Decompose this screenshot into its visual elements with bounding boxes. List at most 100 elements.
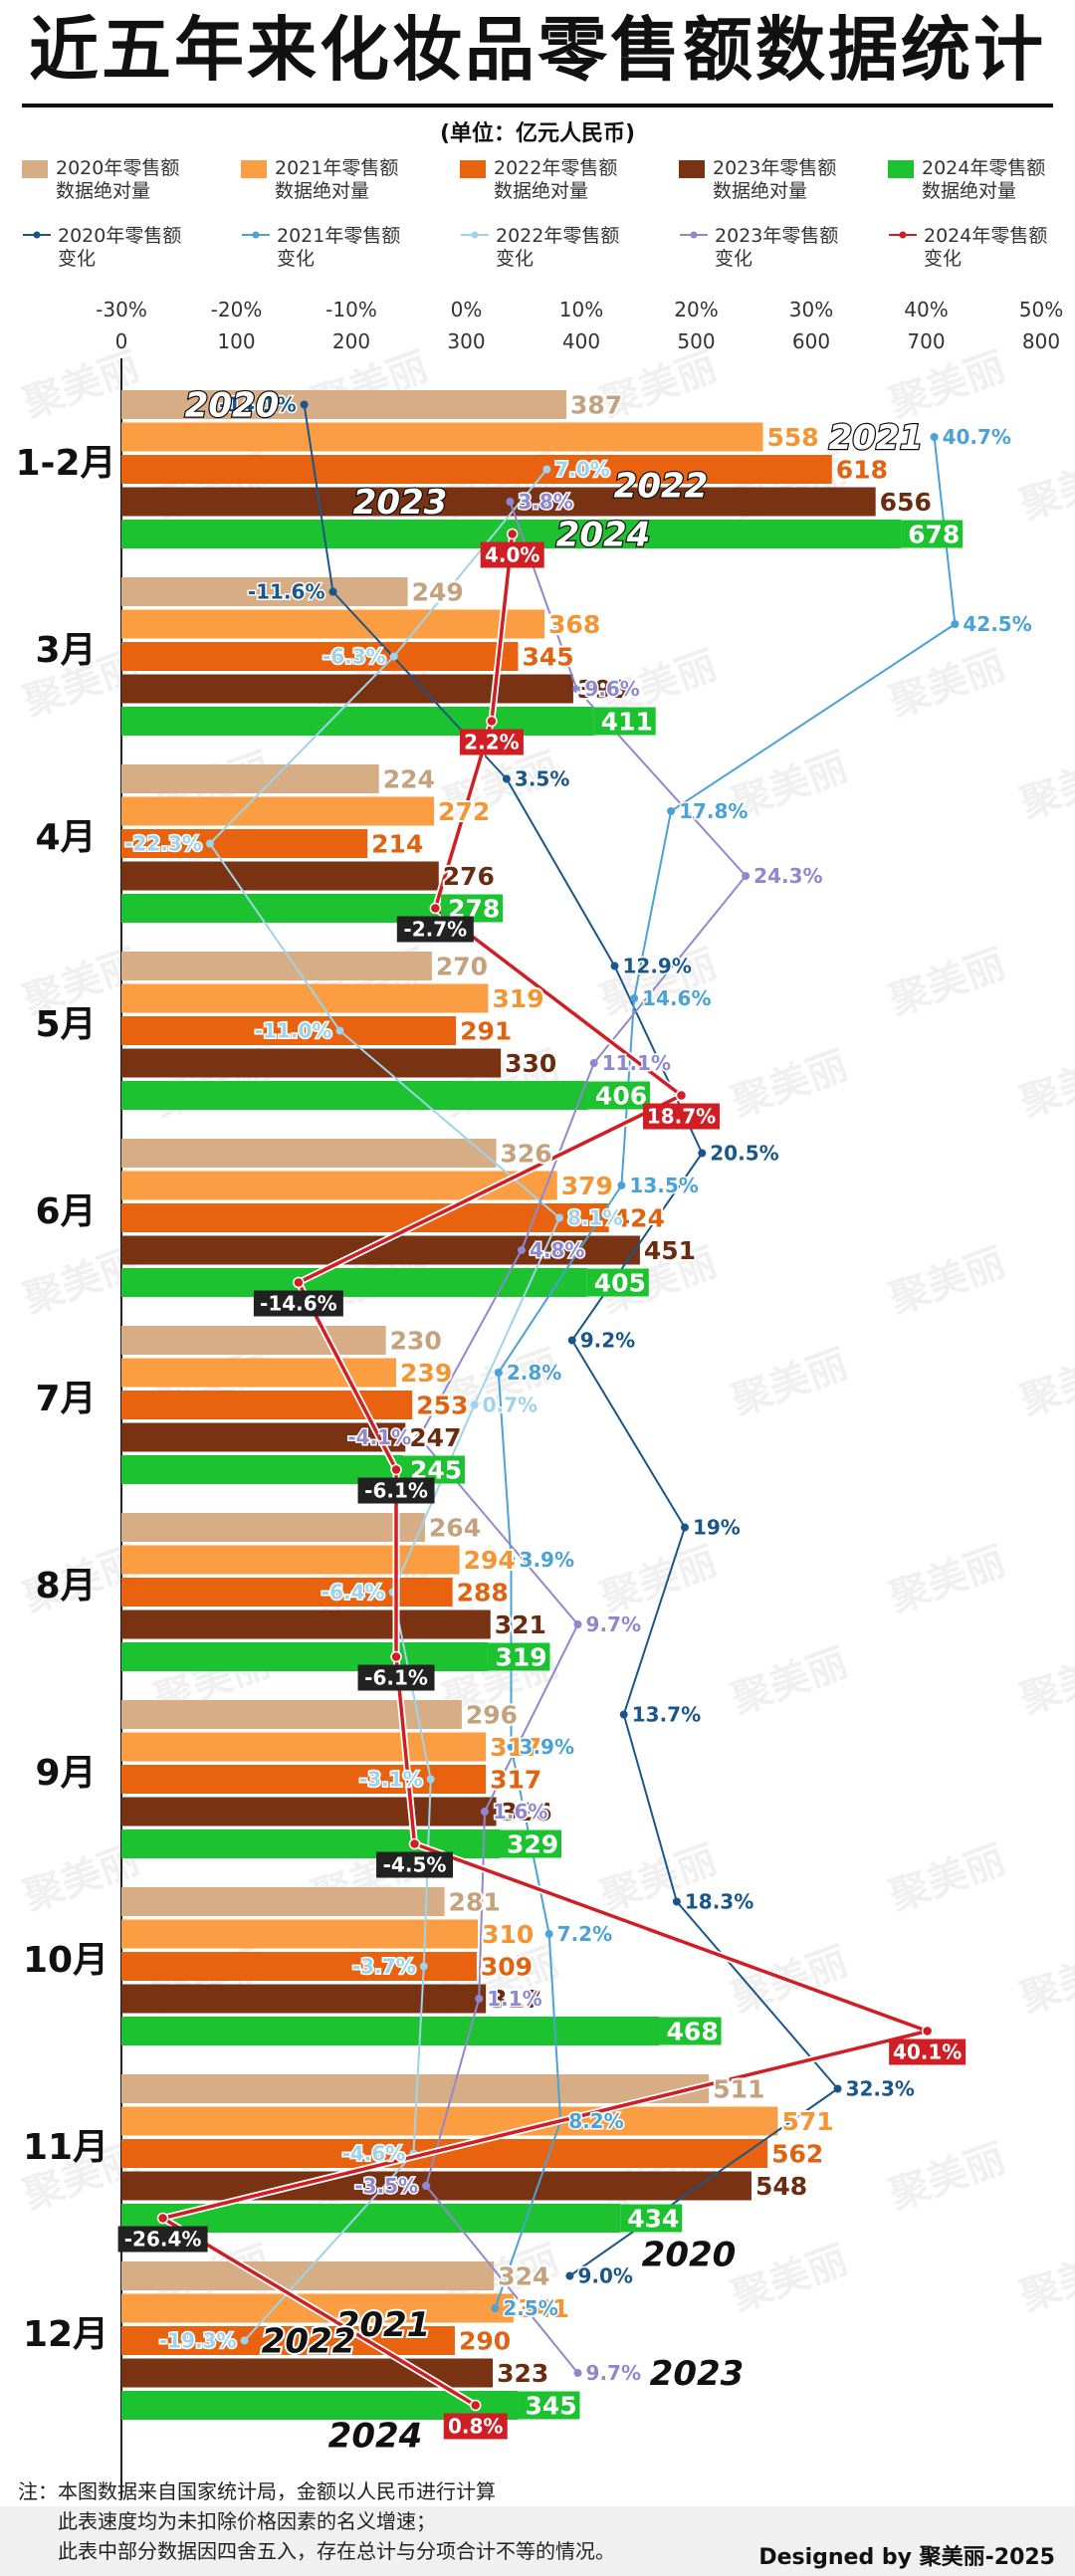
change-point-1-0 (930, 433, 939, 441)
change-point-0-5 (567, 1336, 576, 1345)
category-label-0: 1-2月 (15, 443, 115, 484)
change-point-4-9 (156, 2212, 169, 2225)
change-label-0-2: 3.5% (515, 767, 569, 791)
change-point-1-8 (544, 1930, 553, 1938)
category-label-1: 3月 (35, 630, 96, 671)
value-axis-tick-6: 600 (792, 329, 830, 353)
legend-label-bar-2020: 2020年零售额 数据绝对量 (56, 157, 180, 202)
legend-label-bar-2023: 2023年零售额 数据绝对量 (713, 157, 837, 202)
change-point-4-3 (675, 1089, 688, 1102)
bar-value-1-10: 341 (518, 2294, 569, 2323)
bar-value-2-10: 290 (459, 2327, 511, 2356)
change-label-0-3: 12.9% (622, 955, 691, 978)
bar-value-1-1: 368 (548, 610, 600, 639)
bar-2-4 (121, 1203, 609, 1232)
change-point-3-9 (422, 2182, 431, 2190)
change-label-4-2: -2.7% (403, 918, 467, 942)
bar-1-1 (121, 609, 545, 639)
bar-0-7 (121, 1700, 462, 1729)
year-tag-bottom-4: 2024 (328, 2417, 423, 2457)
legend-swatch-bar-2021 (241, 160, 267, 178)
change-point-2-3 (335, 1026, 344, 1035)
change-label-1-8: 7.2% (557, 1922, 612, 1946)
bar-1-9 (121, 2106, 778, 2136)
bar-value-3-10: 323 (497, 2359, 548, 2388)
change-label-4-9: -26.4% (124, 2228, 202, 2252)
bar-3-0 (121, 487, 876, 517)
legend-label-bar-2022: 2022年零售额 数据绝对量 (494, 157, 618, 202)
change-label-2-10: -19.3% (159, 2329, 237, 2353)
change-point-2-4 (555, 1213, 564, 1222)
change-label-2-9: -4.6% (342, 2142, 406, 2166)
change-point-3-5 (415, 1433, 424, 1441)
bar-0-10 (121, 2261, 495, 2290)
bar-value-3-5: 247 (409, 1423, 461, 1452)
change-axis-tick-3: 0% (451, 298, 483, 322)
change-point-4-10 (469, 2399, 482, 2412)
watermark-text: 聚美丽 (883, 2135, 1011, 2220)
bar-2-3 (121, 1016, 457, 1045)
bar-4-4 (121, 1268, 587, 1297)
bar-2-10 (121, 2326, 455, 2355)
change-axis-tick-7: 40% (904, 298, 948, 322)
bar-value-1-8: 310 (482, 1920, 534, 1949)
bar-value-3-8: 317 (490, 1985, 541, 2014)
change-label-1-4: 13.5% (629, 1174, 698, 1197)
year-tag-top-3: 2023 (353, 483, 448, 523)
change-point-1-4 (617, 1181, 626, 1189)
bar-value-3-2: 276 (443, 862, 495, 891)
bar-value-1-6: 294 (464, 1546, 516, 1575)
bar-value-1-5: 239 (400, 1359, 452, 1388)
year-tag-bottom-0: 2020 (642, 2236, 737, 2275)
bar-3-5 (121, 1422, 406, 1452)
change-point-4-2 (429, 902, 442, 915)
bar-value-2-8: 309 (481, 1953, 533, 1982)
legend-swatch-bar-2023 (679, 160, 705, 178)
bar-3-7 (121, 1797, 497, 1826)
year-tag-top-1: 2021 (829, 418, 924, 458)
change-label-3-10: 9.7% (586, 2361, 641, 2385)
value-axis-tick-4: 400 (562, 329, 600, 353)
year-tag-bottom-1: 2021 (336, 2305, 431, 2345)
bar-0-8 (121, 1887, 445, 1916)
footnote-line-2: 此表速度均为未扣除价格因素的名义增速； (58, 2509, 436, 2533)
year-tag-top-4: 2024 (556, 516, 651, 555)
value-axis-tick-0: 0 (115, 329, 128, 353)
change-axis-tick-4: 10% (559, 298, 603, 322)
designer-credit: Designed by 聚美丽-2025 (758, 2545, 1055, 2570)
watermark-text: 聚美丽 (1013, 744, 1075, 828)
change-point-3-4 (517, 1246, 526, 1254)
legend-label-line-2024: 2024年零售额 变化 (924, 225, 1048, 270)
change-series-3 (415, 498, 751, 2377)
bars (121, 390, 902, 2420)
change-point-1-3 (630, 994, 639, 1002)
change-point-4-7 (408, 1837, 421, 1850)
legend-item-line-2023: 2023年零售额 变化 (679, 225, 864, 271)
bar-1-7 (121, 1732, 487, 1762)
change-label-4-1: 2.2% (464, 731, 519, 754)
change-point-3-2 (742, 872, 751, 880)
change-label-0-10: 9.0% (577, 2264, 632, 2288)
change-point-2-10 (240, 2336, 249, 2345)
bar-2-0 (121, 455, 832, 484)
watermark-text: 聚美丽 (1013, 445, 1075, 530)
bar-3-8 (121, 1984, 487, 2014)
bar-value-badge-4-7 (499, 1829, 561, 1858)
change-point-3-6 (573, 1620, 582, 1628)
watermark-text: 聚美丽 (1013, 2237, 1075, 2321)
change-point-0-9 (833, 2084, 842, 2093)
bar-value-0-8: 281 (449, 1888, 501, 1917)
bar-value-0-9: 511 (713, 2075, 764, 2104)
legend-item-bar-2021: 2021年零售额 数据绝对量 (241, 157, 424, 203)
change-label-3-8: 1.1% (487, 1987, 541, 2011)
bar-value-4-4: 405 (594, 1269, 646, 1298)
watermark-text: 聚美丽 (725, 1042, 853, 1127)
watermark-text: 聚美丽 (883, 1239, 1011, 1324)
change-label-2-4: 8.1% (567, 1206, 622, 1230)
bar-3-6 (121, 1610, 491, 1639)
change-badge-4-1 (459, 729, 524, 755)
bar-value-0-4: 326 (501, 1140, 552, 1169)
bar-0-2 (121, 764, 379, 793)
legend-swatch-bar-2024 (888, 160, 914, 178)
